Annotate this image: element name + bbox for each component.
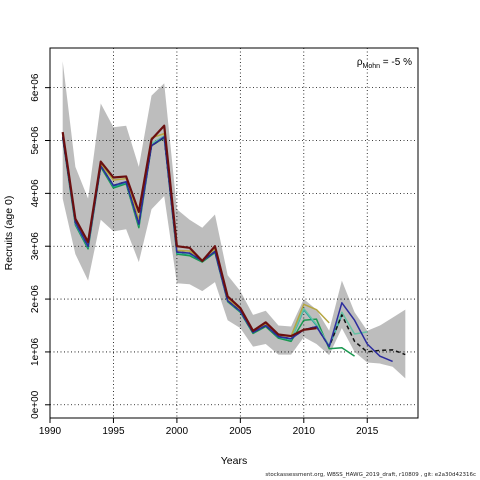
series-line-1 bbox=[61, 137, 355, 357]
y-tick-label: 3e+06 bbox=[30, 232, 41, 261]
plot-frame bbox=[49, 47, 419, 419]
y-axis-title: Recruits (age 0) bbox=[3, 196, 15, 271]
x-tick-label: 2005 bbox=[229, 426, 252, 437]
series-line-7 bbox=[61, 124, 317, 338]
y-tick-label: 2e+06 bbox=[30, 285, 41, 314]
x-tick-label: 2015 bbox=[356, 426, 379, 437]
rho-value: = -5 % bbox=[380, 57, 412, 68]
y-tick-label: 1e+06 bbox=[30, 337, 41, 366]
rho-subscript: Mohn bbox=[363, 63, 381, 70]
x-axis: 1990 1995 2000 2005 2010 2015 bbox=[39, 417, 379, 437]
x-tick-label: 1995 bbox=[102, 426, 125, 437]
y-tick-label: 6e+06 bbox=[30, 73, 41, 102]
y-axis: 0e+00 1e+06 2e+06 3e+06 4e+06 5e+06 6e+06 bbox=[30, 73, 50, 419]
rho-symbol: ρ bbox=[357, 57, 363, 68]
confidence-band bbox=[62, 61, 406, 379]
footer-note: stockassessment.org, WBSS_HAWG_2019_draf… bbox=[265, 472, 476, 478]
confidence-band-area bbox=[62, 61, 406, 379]
mohn-rho-annotation: ρMohn = -5 % bbox=[357, 57, 412, 70]
series-line-6 bbox=[61, 136, 393, 363]
y-tick-label: 0e+00 bbox=[30, 390, 41, 419]
x-tick-label: 2010 bbox=[293, 426, 316, 437]
x-axis-title: Years bbox=[221, 455, 247, 467]
y-tick-label: 4e+06 bbox=[30, 179, 41, 208]
series-lines bbox=[61, 124, 406, 363]
grid bbox=[49, 48, 418, 418]
x-tick-label: 2000 bbox=[166, 426, 189, 437]
y-tick-label: 5e+06 bbox=[30, 126, 41, 155]
x-tick-label: 1990 bbox=[39, 426, 62, 437]
